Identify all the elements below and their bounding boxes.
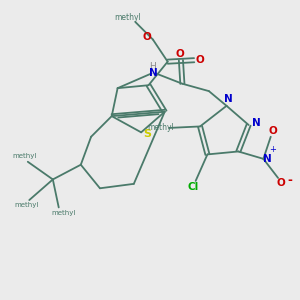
Text: H: H xyxy=(150,62,156,71)
Text: N: N xyxy=(148,68,157,78)
Text: O: O xyxy=(143,32,152,42)
Text: O: O xyxy=(196,55,204,64)
Text: N: N xyxy=(262,154,271,164)
Text: methyl: methyl xyxy=(13,154,37,160)
Text: methyl: methyl xyxy=(147,123,174,132)
Text: +: + xyxy=(269,146,276,154)
Text: O: O xyxy=(277,178,285,188)
Text: methyl: methyl xyxy=(14,202,38,208)
Text: N: N xyxy=(224,94,233,104)
Text: N: N xyxy=(252,118,260,128)
Text: Cl: Cl xyxy=(187,182,198,192)
Text: O: O xyxy=(176,49,185,59)
Text: O: O xyxy=(269,126,278,136)
Text: S: S xyxy=(144,129,152,139)
Text: -: - xyxy=(287,174,292,188)
Text: methyl: methyl xyxy=(51,210,75,216)
Text: methyl: methyl xyxy=(115,13,141,22)
